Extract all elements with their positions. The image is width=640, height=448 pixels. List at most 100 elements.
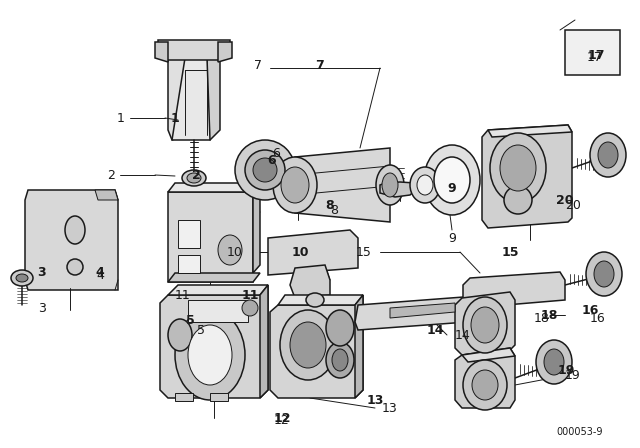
Ellipse shape <box>594 261 614 287</box>
Polygon shape <box>260 285 268 398</box>
Ellipse shape <box>188 325 232 385</box>
Polygon shape <box>160 285 268 398</box>
Ellipse shape <box>253 158 277 182</box>
Text: 13: 13 <box>366 393 384 406</box>
Ellipse shape <box>490 133 546 203</box>
Polygon shape <box>278 295 363 305</box>
Ellipse shape <box>16 274 28 282</box>
Ellipse shape <box>590 133 626 177</box>
Text: 11: 11 <box>174 289 190 302</box>
Ellipse shape <box>175 310 245 400</box>
Polygon shape <box>462 348 515 362</box>
Ellipse shape <box>280 310 336 380</box>
Polygon shape <box>463 272 565 308</box>
Polygon shape <box>355 295 363 398</box>
Ellipse shape <box>471 307 499 343</box>
Text: 17: 17 <box>588 48 605 61</box>
Polygon shape <box>380 182 418 197</box>
Ellipse shape <box>417 175 433 195</box>
Polygon shape <box>455 348 515 408</box>
Polygon shape <box>455 292 515 355</box>
Text: 000053-9: 000053-9 <box>557 427 604 437</box>
Text: 12: 12 <box>273 412 291 425</box>
Polygon shape <box>390 303 455 318</box>
Text: 20: 20 <box>556 194 573 207</box>
Ellipse shape <box>382 173 398 197</box>
Ellipse shape <box>544 349 564 375</box>
Ellipse shape <box>182 170 206 186</box>
Ellipse shape <box>463 297 507 353</box>
Text: 3: 3 <box>38 302 46 314</box>
Ellipse shape <box>290 322 326 368</box>
Ellipse shape <box>332 349 348 371</box>
Ellipse shape <box>306 293 324 307</box>
Ellipse shape <box>187 173 201 183</box>
Text: 16: 16 <box>590 311 605 324</box>
Bar <box>168 192 253 282</box>
Text: 3: 3 <box>38 266 46 279</box>
Text: 7: 7 <box>254 59 262 72</box>
Polygon shape <box>168 58 185 140</box>
Text: 12: 12 <box>274 414 290 426</box>
Ellipse shape <box>586 252 622 296</box>
Ellipse shape <box>536 340 572 384</box>
Polygon shape <box>207 58 220 140</box>
Text: 14: 14 <box>426 323 444 336</box>
Ellipse shape <box>326 342 354 378</box>
Text: 11: 11 <box>241 289 259 302</box>
Ellipse shape <box>245 150 285 190</box>
Polygon shape <box>168 183 260 192</box>
Ellipse shape <box>463 360 507 410</box>
Text: 16: 16 <box>581 303 598 316</box>
Text: 5: 5 <box>197 323 205 336</box>
Polygon shape <box>168 273 260 282</box>
Polygon shape <box>168 285 268 295</box>
Text: 6: 6 <box>268 154 276 167</box>
Ellipse shape <box>376 165 404 205</box>
Ellipse shape <box>326 310 354 346</box>
Polygon shape <box>355 295 495 330</box>
Bar <box>565 30 620 75</box>
Ellipse shape <box>500 145 536 191</box>
Polygon shape <box>290 265 330 298</box>
Text: 15: 15 <box>356 246 372 258</box>
Text: 9: 9 <box>448 232 456 245</box>
Text: 19: 19 <box>557 363 575 376</box>
Polygon shape <box>155 42 168 62</box>
Ellipse shape <box>168 319 192 351</box>
Ellipse shape <box>273 157 317 213</box>
Text: 6: 6 <box>272 146 280 159</box>
Bar <box>178 220 200 248</box>
Ellipse shape <box>67 259 83 275</box>
Ellipse shape <box>242 300 258 316</box>
Text: 2: 2 <box>107 168 115 181</box>
Text: 18: 18 <box>534 311 550 324</box>
Ellipse shape <box>434 157 470 203</box>
Ellipse shape <box>235 140 295 200</box>
Text: 7: 7 <box>316 59 324 72</box>
Polygon shape <box>95 190 118 200</box>
Ellipse shape <box>598 142 618 168</box>
Text: 15: 15 <box>501 246 519 258</box>
Ellipse shape <box>410 167 440 203</box>
Polygon shape <box>253 183 260 273</box>
Bar <box>175 393 193 401</box>
Text: 1: 1 <box>171 112 179 125</box>
Bar <box>178 255 200 273</box>
Ellipse shape <box>472 370 498 400</box>
Text: 13: 13 <box>382 401 397 414</box>
Ellipse shape <box>65 216 85 244</box>
Text: 1: 1 <box>117 112 125 125</box>
Polygon shape <box>482 125 572 228</box>
Text: 17: 17 <box>587 51 603 64</box>
Ellipse shape <box>424 145 480 215</box>
Polygon shape <box>488 125 572 137</box>
Bar <box>210 393 228 401</box>
Text: 5: 5 <box>186 314 195 327</box>
Text: 8: 8 <box>330 203 338 216</box>
Bar <box>188 300 248 322</box>
Polygon shape <box>25 190 118 290</box>
Polygon shape <box>295 148 390 222</box>
Polygon shape <box>218 42 232 62</box>
Ellipse shape <box>504 186 532 214</box>
